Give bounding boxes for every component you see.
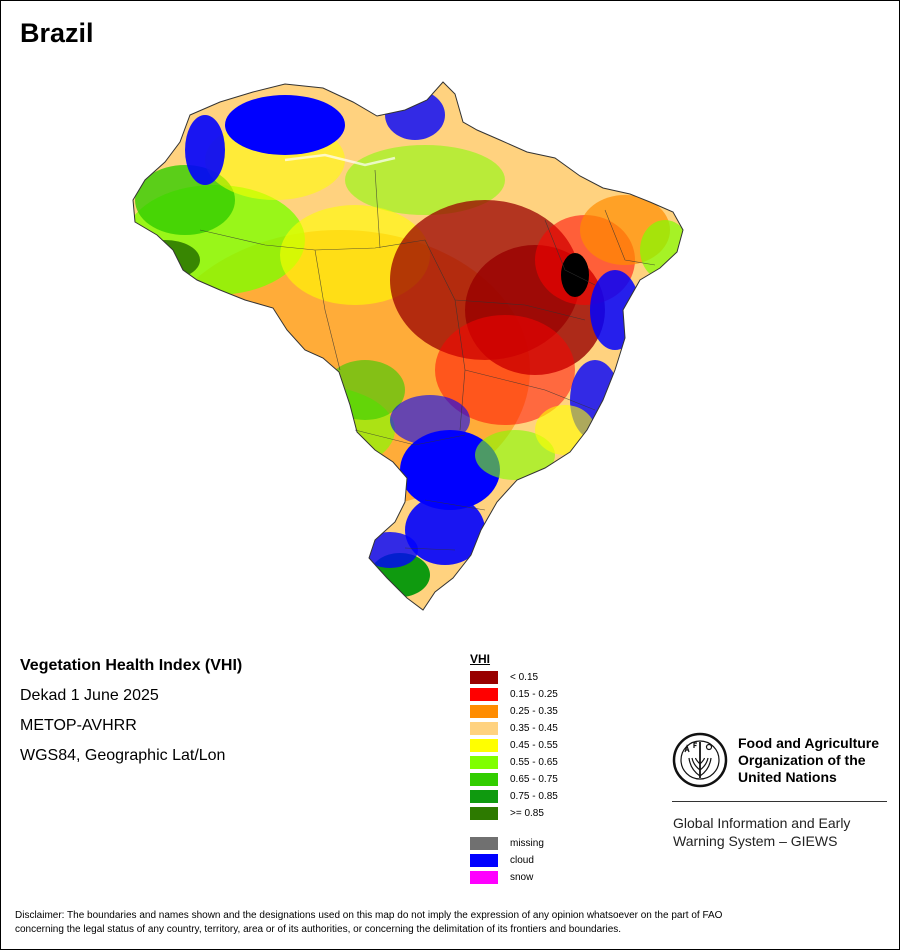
legend-item: 0.55 - 0.65 xyxy=(470,754,558,771)
legend-label: 0.65 - 0.75 xyxy=(510,774,558,785)
legend-classes: < 0.15 0.15 - 0.25 0.25 - 0.35 0.35 - 0.… xyxy=(470,669,558,822)
fao-name: Food and Agriculture Organization of the… xyxy=(738,735,879,786)
legend-label: missing xyxy=(510,838,544,849)
legend-label: cloud xyxy=(510,855,534,866)
vhi-raster xyxy=(133,82,683,610)
legend-item: 0.65 - 0.75 xyxy=(470,771,558,788)
legend-label: 0.75 - 0.85 xyxy=(510,791,558,802)
divider xyxy=(672,801,887,802)
fao-name-line: United Nations xyxy=(738,769,837,785)
map-info: Vegetation Health Index (VHI) Dekad 1 Ju… xyxy=(20,655,242,775)
country-title: Brazil xyxy=(20,18,94,48)
vhi-map xyxy=(125,70,795,615)
giews-line: Global Information and Early xyxy=(673,815,851,831)
disclaimer-line: Disclaimer: The boundaries and names sho… xyxy=(15,910,723,921)
fao-logo xyxy=(672,732,728,788)
legend-label: 0.55 - 0.65 xyxy=(510,757,558,768)
giews-line: Warning System – GIEWS xyxy=(673,833,838,849)
projection-label: WGS84, Geographic Lat/Lon xyxy=(20,747,226,764)
legend-swatch xyxy=(470,871,498,884)
legend-swatch xyxy=(470,722,498,735)
legend-swatch xyxy=(470,756,498,769)
legend-title: VHI xyxy=(470,652,491,666)
legend-swatch xyxy=(470,790,498,803)
legend-item: snow xyxy=(470,869,558,886)
state-boundaries xyxy=(199,169,656,551)
legend-swatch xyxy=(470,773,498,786)
legend-label: < 0.15 xyxy=(510,672,539,683)
legend-swatch xyxy=(470,739,498,752)
fao-name-line: Organization of the xyxy=(738,752,866,768)
legend-swatch xyxy=(470,854,498,867)
fao-name-line: Food and Agriculture xyxy=(738,735,880,751)
giews-label: Global Information and Early Warning Sys… xyxy=(673,814,850,850)
legend-label: snow xyxy=(510,872,534,883)
period-label: Dekad 1 June 2025 xyxy=(20,687,159,704)
index-name: Vegetation Health Index (VHI) xyxy=(20,657,243,674)
legend-swatch xyxy=(470,705,498,718)
vhi-map-canvas xyxy=(132,81,684,611)
legend-item: 0.75 - 0.85 xyxy=(470,788,558,805)
legend-item: 0.15 - 0.25 xyxy=(470,686,558,703)
legend-swatch xyxy=(470,671,498,684)
disclaimer-line: concerning the legal status of any count… xyxy=(15,924,622,935)
legend-item: 0.35 - 0.45 xyxy=(470,720,558,737)
legend-label: 0.25 - 0.35 xyxy=(510,706,558,717)
vhi-legend: VHI < 0.15 0.15 - 0.25 0.25 - 0.35 0.35 … xyxy=(470,651,558,886)
legend-swatch xyxy=(470,688,498,701)
legend-item: missing xyxy=(470,835,558,852)
legend-item: < 0.15 xyxy=(470,669,558,686)
legend-item: >= 0.85 xyxy=(470,805,558,822)
sensor-label: METOP-AVHRR xyxy=(20,717,137,734)
disclaimer: Disclaimer: The boundaries and names sho… xyxy=(15,909,890,937)
legend-swatch xyxy=(470,807,498,820)
legend-item: cloud xyxy=(470,852,558,869)
legend-label: 0.15 - 0.25 xyxy=(510,689,558,700)
legend-item: 0.45 - 0.55 xyxy=(470,737,558,754)
legend-label: 0.35 - 0.45 xyxy=(510,723,558,734)
legend-label: >= 0.85 xyxy=(510,808,544,819)
legend-extra: missing cloud snow xyxy=(470,835,558,886)
legend-label: 0.45 - 0.55 xyxy=(510,740,558,751)
legend-swatch xyxy=(470,837,498,850)
legend-item: 0.25 - 0.35 xyxy=(470,703,558,720)
